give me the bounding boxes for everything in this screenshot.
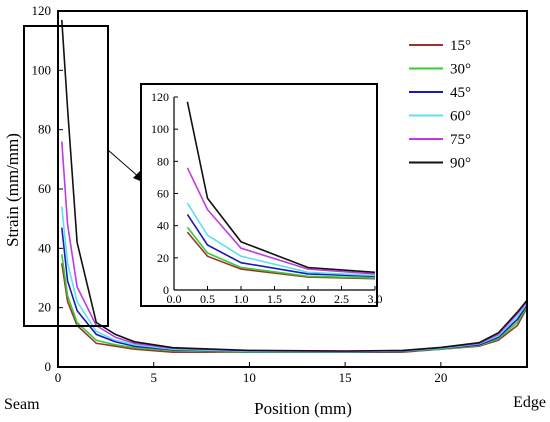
- inset-y-tick-label: 80: [157, 154, 169, 168]
- series-line-6: [61, 19, 528, 352]
- inset-series-line-3: [186, 213, 376, 278]
- y-tick-label: 0: [45, 359, 52, 374]
- inset-x-tick-label: 0.5: [200, 292, 215, 306]
- inset-y-tick-label: 100: [151, 122, 169, 136]
- inset-x-tick-label: 0.0: [167, 292, 182, 306]
- inset-series-line-2: [186, 226, 376, 279]
- inset-series-line-4: [186, 202, 376, 277]
- y-axis-label: Strain (mm/mm): [3, 133, 22, 247]
- x-tick-label: 0: [55, 370, 62, 385]
- inset-series-line-5: [186, 167, 376, 275]
- inset-x-tick-label: 1.0: [234, 292, 249, 306]
- inset-y-tick-label: 20: [157, 251, 169, 265]
- y-tick-label: 60: [38, 181, 51, 196]
- y-tick-label: 80: [38, 122, 51, 137]
- inset-series-line-6: [186, 101, 376, 274]
- legend-label-5: 75°: [450, 132, 471, 148]
- inset-y-tick-label: 120: [151, 90, 169, 104]
- inset-background: [140, 83, 378, 307]
- main-plot: [61, 19, 528, 353]
- legend-label-1: 15°: [450, 38, 471, 54]
- inset-y-tick-label: 40: [157, 219, 169, 233]
- inset-x-tick-label: 3.0: [368, 292, 383, 306]
- inset-x-tick-label: 1.5: [267, 292, 282, 306]
- x-tick-label: 20: [434, 370, 447, 385]
- x-tick-label: 10: [243, 370, 256, 385]
- x-axis-label: Position (mm): [254, 399, 352, 418]
- x-tick-label: 5: [150, 370, 157, 385]
- y-tick-label: 40: [38, 240, 51, 255]
- legend-label-6: 90°: [450, 156, 471, 172]
- legend-label-2: 30°: [450, 62, 471, 78]
- inset-x-tick-label: 2.0: [301, 292, 316, 306]
- legend: 15° 30° 45° 60° 75° 90°: [409, 38, 471, 172]
- legend-label-4: 60°: [450, 109, 471, 125]
- zoom-region-box: [23, 25, 109, 327]
- x-tick-label: 15: [339, 370, 352, 385]
- inset-y-tick-label: 60: [157, 187, 169, 201]
- seam-label: Seam: [4, 396, 40, 413]
- main-axes: 0 5 10 15 20 0 20 40 60 80 100 120: [32, 3, 528, 385]
- inset-y-tick-label: 0: [163, 283, 169, 297]
- inset-chart: 0.0 0.5 1.0 1.5 2.0 2.5 3.0 0 20 40 60 80 100 120: [140, 83, 383, 307]
- y-tick-label: 20: [38, 300, 51, 315]
- y-tick-label: 100: [32, 62, 52, 77]
- zoom-arrow: [107, 149, 141, 179]
- inset-x-tick-label: 2.5: [334, 292, 349, 306]
- y-tick-label: 120: [32, 3, 52, 18]
- edge-label: Edge: [513, 394, 546, 411]
- legend-label-3: 45°: [450, 85, 471, 101]
